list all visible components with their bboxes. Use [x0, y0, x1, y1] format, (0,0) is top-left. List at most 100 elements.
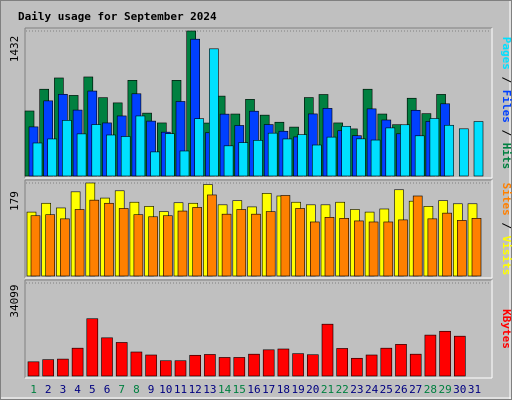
pages-bar-day-8: [135, 115, 146, 177]
visits_panel: 179 Sites / Visits: [8, 179, 512, 279]
sites-bar-day-2: [45, 214, 56, 277]
sites-bar-day-28: [427, 218, 438, 277]
pages-bar-day-13: [209, 48, 219, 177]
pages-bar-day-4: [76, 133, 87, 177]
x-tick-label-30: 30: [453, 383, 466, 396]
sites-bar-day-10: [163, 215, 173, 277]
kbytes-bar-day-7: [115, 342, 128, 377]
sites-bar-day-3: [60, 218, 70, 277]
kbytes-bar-day-18: [277, 348, 290, 377]
x-tick-label-19: 19: [291, 383, 304, 396]
kbytes-bar-day-9: [145, 354, 157, 377]
visits_panel-max-label: 179: [8, 191, 21, 211]
kbytes-bar-day-17: [262, 349, 275, 377]
x-tick-label-12: 12: [189, 383, 202, 396]
x-tick-label-17: 17: [262, 383, 275, 396]
pages-bar-day-19: [297, 134, 307, 177]
kbytes-bar-day-3: [57, 358, 69, 377]
kbytes-bar-day-4: [71, 347, 84, 377]
x-tick-label-28: 28: [424, 383, 437, 396]
sites-bar-day-13: [207, 194, 217, 277]
x-tick-label-8: 8: [133, 383, 140, 396]
sites-bar-day-9: [148, 216, 158, 277]
hits_panel-side-label: Pages / Files / Hits: [500, 37, 512, 170]
pages-bar-day-26: [400, 124, 410, 177]
sites-bar-day-23: [354, 220, 364, 277]
x-tick-label-15: 15: [233, 383, 246, 396]
pages-bar-day-28: [429, 118, 440, 177]
sites-bar-day-27: [412, 195, 423, 277]
sites-bar-day-19: [295, 208, 305, 277]
sites-bar-day-30: [456, 220, 467, 277]
x-tick-label-1: 1: [30, 383, 37, 396]
x-tick-label-5: 5: [89, 383, 96, 396]
kbytes-bar-day-28: [424, 334, 437, 377]
kbytes-bar-day-20: [306, 354, 319, 377]
pages-bar-day-20: [311, 144, 322, 177]
pages-bar-day-23: [356, 138, 366, 177]
kbytes-bar-day-13: [204, 354, 216, 377]
kbytes-bar-day-14: [218, 357, 231, 377]
sites-bar-day-26: [398, 219, 408, 277]
x-tick-label-27: 27: [409, 383, 422, 396]
pages-bar-day-29: [444, 124, 454, 177]
pages-bar-day-18: [282, 138, 293, 177]
pages-bar-day-5: [91, 124, 102, 177]
sites-bar-day-15: [236, 209, 247, 277]
pages-bar-day-15: [238, 142, 249, 177]
x-tick-label-18: 18: [277, 383, 290, 396]
hits_panel-max-label: 1432: [8, 36, 21, 63]
pages-bar-day-2: [47, 138, 58, 177]
kbytes-bar-day-25: [380, 347, 393, 377]
kbytes_panel: 34099 KBytes: [8, 279, 512, 379]
kbytes-bar-day-27: [409, 353, 422, 377]
x-tick-label-9: 9: [148, 383, 155, 396]
pages-bar-day-16: [253, 140, 263, 177]
pages-bar-day-7: [120, 136, 131, 177]
hits_panel-side-label-part-3: /: [500, 123, 512, 143]
kbytes-bar-day-12: [189, 354, 201, 377]
kbytes-bar-day-6: [101, 337, 113, 377]
kbytes-bar-day-11: [174, 360, 187, 377]
x-tick-label-3: 3: [60, 383, 67, 396]
kbytes_panel-side-label: KBytes: [500, 309, 512, 349]
pages-bar-day-10: [165, 133, 175, 177]
kbytes-bar-day-2: [42, 359, 55, 377]
pages-bar-day-21: [326, 136, 337, 177]
kbytes-bar-day-8: [130, 351, 143, 377]
x-tick-label-26: 26: [394, 383, 407, 396]
kbytes-bar-day-5: [86, 318, 99, 377]
pages-bar-day-12: [194, 118, 204, 177]
sites-bar-day-8: [133, 214, 144, 277]
kbytes-bar-day-30: [453, 335, 466, 377]
pages-bar-day-24: [370, 139, 381, 177]
x-tick-label-11: 11: [174, 383, 187, 396]
pages-bar-day-17: [267, 132, 278, 177]
sites-bar-day-22: [339, 218, 350, 277]
sites-bar-day-16: [251, 213, 261, 277]
kbytes-bar-day-10: [160, 360, 172, 377]
hits_panel: 1432 Pages / Files / Hits: [8, 27, 512, 179]
kbytes-bar-day-16: [248, 353, 260, 377]
x-tick-label-21: 21: [321, 383, 334, 396]
sites-bar-day-11: [177, 210, 188, 277]
pages-bar-day-9: [150, 151, 160, 177]
x-tick-label-6: 6: [104, 383, 111, 396]
kbytes-bar-day-29: [439, 330, 451, 377]
x-axis-labels: 1 2 3 4 5 6 7 8 9 10 11 12 13 14 15 16 17 18 19 20 21 22 23 24 2…: [30, 383, 481, 396]
x-tick-label-4: 4: [74, 383, 81, 396]
pages-bar-day-31: [473, 121, 484, 177]
panels-layer: 1432 Pages / Files / Hits 179 Sites / Visit…: [8, 27, 512, 379]
sites-bar-day-31: [471, 218, 482, 277]
x-tick-label-24: 24: [365, 383, 379, 396]
sites-bar-day-12: [192, 207, 202, 277]
sites-bar-day-4: [74, 209, 85, 277]
pages-bar-day-30: [458, 128, 469, 177]
x-tick-label-29: 29: [438, 383, 451, 396]
pages-bar-day-25: [385, 127, 396, 177]
sites-bar-day-14: [221, 213, 232, 277]
x-tick-label-13: 13: [203, 383, 216, 396]
sites-bar-day-5: [89, 199, 100, 277]
visits_panel-side-label-part-1: /: [500, 216, 512, 236]
